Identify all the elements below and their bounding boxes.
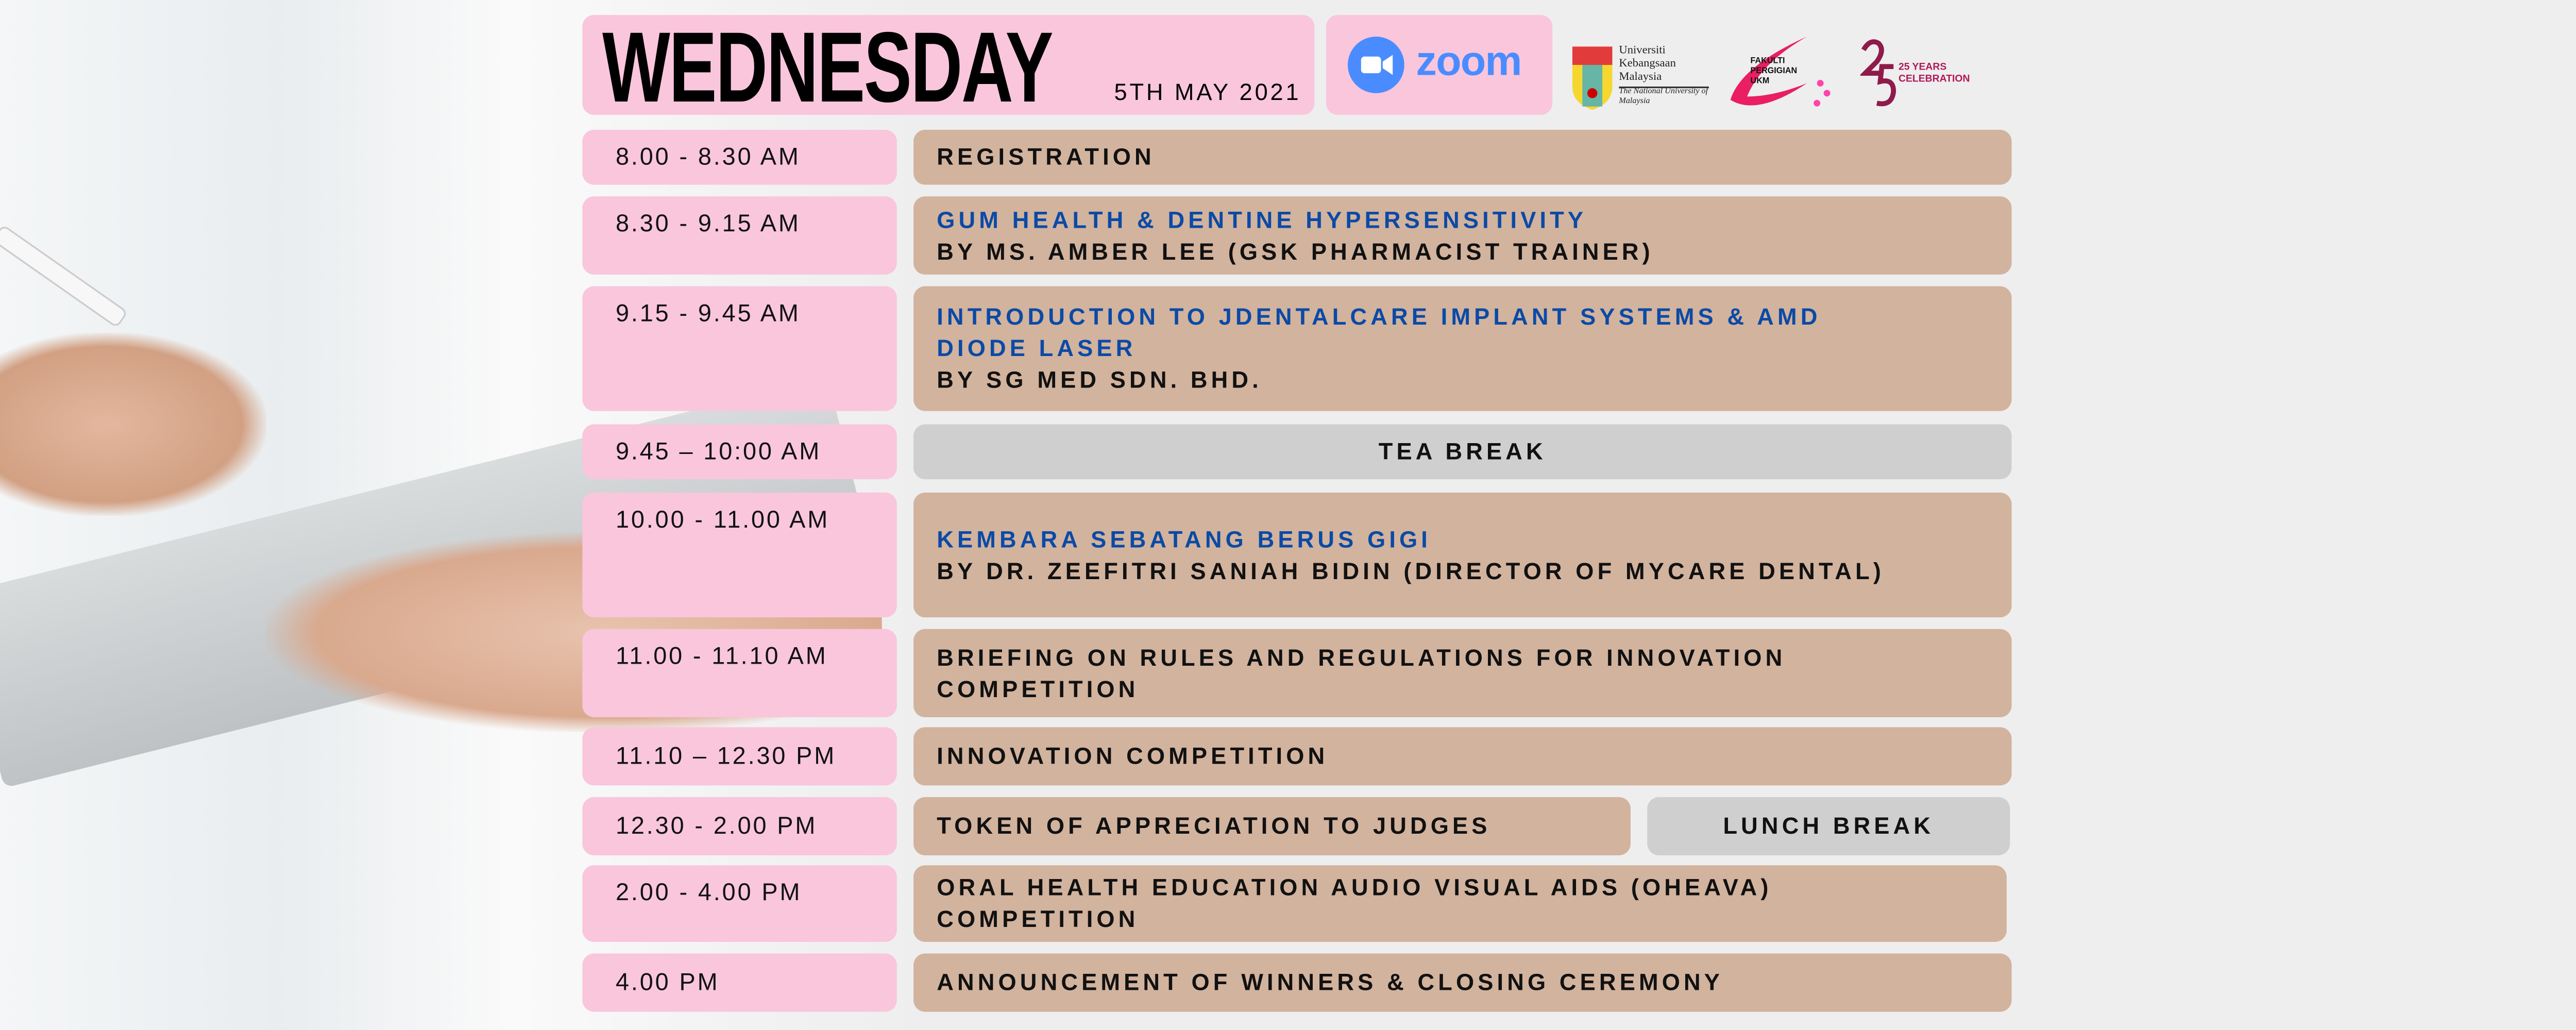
session-label: ANNOUNCEMENT OF WINNERS & CLOSING CEREMO… xyxy=(937,968,1724,995)
event-date: 5TH MAY 2021 xyxy=(1114,78,1301,105)
anniversary-25-icon xyxy=(1860,39,1896,107)
ukm-crest-icon xyxy=(1572,46,1613,110)
session-block: KEMBARA SEBATANG BERUS GIGI BY DR. ZEEFIT… xyxy=(913,492,2012,618)
zoom-camera-icon xyxy=(1347,37,1404,93)
session-title: KEMBARA SEBATANG BERUS GIGI xyxy=(937,525,1431,552)
tea-break-block: TEA BREAK xyxy=(913,424,2012,480)
time-slot: 9.45 – 10:00 AM xyxy=(582,424,897,480)
session-block: ANNOUNCEMENT OF WINNERS & CLOSING CEREMO… xyxy=(913,953,2012,1012)
ukm-line1: Universiti xyxy=(1619,43,1666,57)
session-block: INNOVATION COMPETITION xyxy=(913,727,2012,786)
ukm-line2: Kebangsaan xyxy=(1619,56,1676,70)
time-slot: 8.00 - 8.30 AM xyxy=(582,129,897,185)
session-block: BRIEFING ON RULES AND REGULATIONS FOR IN… xyxy=(913,629,2012,717)
session-block: REGISTRATION xyxy=(913,129,2012,185)
time-slot: 4.00 PM xyxy=(582,953,897,1012)
faculty-name: FAKULTI PERGIGIAN UKM xyxy=(1750,56,1798,87)
faculty-logo: FAKULTI PERGIGIAN UKM xyxy=(1724,33,1840,113)
time-slot: 12.30 - 2.00 PM xyxy=(582,797,897,856)
session-title: GUM HEALTH & DENTINE HYPERSENSITIVITY xyxy=(937,205,1587,232)
session-label: INNOVATION COMPETITION xyxy=(937,742,1329,769)
anniversary-text: 25 YEARS CELEBRATION xyxy=(1898,63,1970,85)
time-slot: 11.10 – 12.30 PM xyxy=(582,727,897,786)
session-speaker: BY MS. AMBER LEE (GSK PHARMACIST TRAINER… xyxy=(937,237,1654,264)
day-header: WEDNESDAY 5TH MAY 2021 xyxy=(582,11,1315,123)
session-label: TOKEN OF APPRECIATION TO JUDGES xyxy=(937,812,1491,839)
day-title: WEDNESDAY xyxy=(602,11,1054,123)
anniversary-logo: 25 YEARS CELEBRATION xyxy=(1860,37,1974,113)
time-slot: 2.00 - 4.00 PM xyxy=(582,865,897,942)
ukm-line3: Malaysia xyxy=(1619,70,1662,83)
session-label: REGISTRATION xyxy=(937,143,1155,170)
session-block: ORAL HEALTH EDUCATION AUDIO VISUAL AIDS … xyxy=(913,865,2007,942)
faculty-swoosh-icon xyxy=(1730,37,1831,107)
session-speaker: BY SG MED SDN. BHD. xyxy=(937,366,1262,393)
session-block: INTRODUCTION TO JDENTALCARE IMPLANT SYST… xyxy=(913,286,2012,411)
time-slot: 10.00 - 11.00 AM xyxy=(582,492,897,618)
session-label: ORAL HEALTH EDUCATION AUDIO VISUAL AIDS … xyxy=(937,873,1772,932)
zoom-badge: zoom xyxy=(1326,15,1553,115)
session-title: INTRODUCTION TO JDENTALCARE IMPLANT SYST… xyxy=(937,302,1821,361)
time-slot: 9.15 - 9.45 AM xyxy=(582,286,897,411)
session-block: TOKEN OF APPRECIATION TO JUDGES xyxy=(913,797,1631,856)
session-block: GUM HEALTH & DENTINE HYPERSENSITIVITY BY … xyxy=(913,196,2012,275)
ukm-logo: Universiti Kebangsaan Malaysia The Natio… xyxy=(1569,40,1713,110)
session-label: TEA BREAK xyxy=(1378,437,1547,465)
lunch-break-block: LUNCH BREAK xyxy=(1647,797,2010,856)
session-speaker: BY DR. ZEEFITRI SANIAH BIDIN (DIRECTOR O… xyxy=(937,556,1885,583)
session-label: BRIEFING ON RULES AND REGULATIONS FOR IN… xyxy=(937,643,1786,702)
zoom-wordmark: zoom xyxy=(1416,38,1522,85)
hand-photo xyxy=(0,332,266,516)
ukm-tagline: The National University of Malaysia xyxy=(1619,86,1709,108)
time-slot: 8.30 - 9.15 AM xyxy=(582,196,897,275)
time-slot: 11.00 - 11.10 AM xyxy=(582,629,897,717)
